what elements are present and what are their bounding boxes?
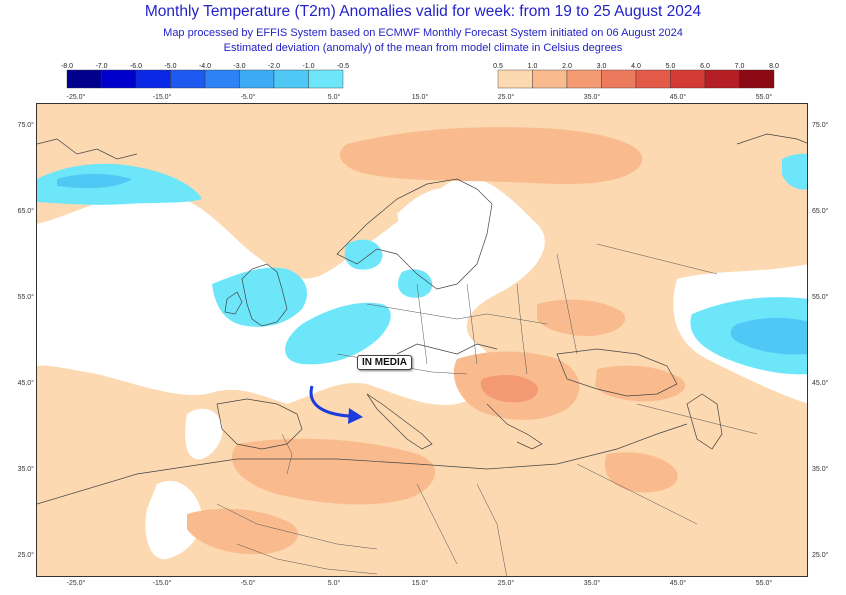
right-latitude-label: 45.0°: [812, 380, 829, 387]
negative-legend-swatch: [135, 69, 171, 89]
negative-anomaly-greenland-sea-core: [57, 173, 132, 189]
bottom-longitude-label: 5.0°: [327, 580, 341, 587]
top-longitude-label: 25.0°: [497, 94, 515, 101]
negative-legend-tick-label: -3.0: [233, 63, 245, 70]
bottom-longitude-label: 15.0°: [411, 580, 429, 587]
negative-anomaly-norway: [344, 239, 383, 270]
right-latitude-label: 75.0°: [812, 122, 829, 129]
positive-legend-swatch: [670, 69, 706, 89]
negative-legend-tick-label: -7.0: [95, 63, 107, 70]
top-longitude-label: 15.0°: [411, 94, 429, 101]
negative-legend-swatch: [170, 69, 206, 89]
positive-legend-tick-label: 7.0: [735, 63, 745, 70]
negative-legend-swatch: [101, 69, 137, 89]
right-latitude-label: 55.0°: [812, 294, 829, 301]
positive-legend-swatch: [497, 69, 533, 89]
positive-anomaly-middle-east: [604, 452, 678, 493]
negative-legend-tick-label: -6.0: [130, 63, 142, 70]
positive-legend-swatch: [704, 69, 740, 89]
positive-anomaly-north-africa: [231, 438, 436, 505]
top-longitude-label: 45.0°: [669, 94, 687, 101]
left-latitude-label: 35.0°: [17, 466, 34, 473]
negative-legend-tick-label: -4.0: [199, 63, 211, 70]
positive-legend-tick-label: 8.0: [769, 63, 779, 70]
country-borders: [216, 243, 758, 576]
positive-anomaly-sahara-west: [187, 508, 298, 555]
negative-legend-tick-label: -1.0: [302, 63, 314, 70]
negative-legend-tick-label: -0.5: [337, 63, 349, 70]
positive-legend-swatch: [601, 69, 637, 89]
in-media-label: IN MEDIA: [357, 355, 412, 370]
anomaly-map: [36, 103, 808, 577]
left-latitude-label: 75.0°: [17, 122, 34, 129]
negative-anomaly-east-core: [730, 317, 807, 355]
left-latitude-label: 45.0°: [17, 380, 34, 387]
bottom-longitude-label: 55.0°: [755, 580, 773, 587]
positive-legend-tick-label: 6.0: [700, 63, 710, 70]
positive-legend-tick-label: 5.0: [666, 63, 676, 70]
top-longitude-label: 5.0°: [327, 94, 341, 101]
bottom-longitude-label: 45.0°: [669, 580, 687, 587]
positive-legend-swatch: [566, 69, 602, 89]
negative-anomaly-north-sea: [285, 302, 391, 365]
positive-legend-swatch: [739, 69, 775, 89]
bottom-longitude-label: -15.0°: [152, 580, 172, 587]
neutral-zone-atlantic-south: [145, 480, 203, 560]
top-longitude-label: -25.0°: [66, 94, 86, 101]
bottom-longitude-label: 25.0°: [497, 580, 515, 587]
right-latitude-label: 65.0°: [812, 208, 829, 215]
positive-anomaly-barents: [339, 127, 643, 185]
map-subtitle-units: Estimated deviation (anomaly) of the mea…: [223, 42, 623, 54]
positive-legend-tick-label: 3.0: [597, 63, 607, 70]
top-longitude-label: 55.0°: [755, 94, 773, 101]
left-latitude-label: 25.0°: [17, 552, 34, 559]
neutral-zone-iberia-west: [185, 408, 223, 460]
right-latitude-label: 25.0°: [812, 552, 829, 559]
coastlines: [37, 133, 807, 505]
negative-legend-swatch: [308, 69, 344, 89]
positive-anomaly-black-sea: [595, 365, 686, 402]
negative-legend-tick-label: -8.0: [61, 63, 73, 70]
positive-legend-tick-label: 0.5: [493, 63, 503, 70]
map-subtitle-processing: Map processed by EFFIS System based on E…: [163, 27, 683, 39]
bottom-longitude-label: -5.0°: [240, 580, 256, 587]
neutral-zone-scandinavia: [397, 187, 484, 261]
negative-legend-swatch: [273, 69, 309, 89]
positive-legend-swatch: [635, 69, 671, 89]
positive-legend-tick-label: 1.0: [528, 63, 538, 70]
left-latitude-label: 65.0°: [17, 208, 34, 215]
positive-legend-tick-label: 4.0: [631, 63, 641, 70]
top-longitude-label: -15.0°: [152, 94, 172, 101]
positive-anomaly-balkans-core: [480, 374, 538, 403]
negative-legend-tick-label: -5.0: [164, 63, 176, 70]
negative-anomaly-far-northeast: [782, 153, 807, 190]
map-title: Monthly Temperature (T2m) Anomalies vali…: [144, 3, 702, 20]
right-latitude-label: 35.0°: [812, 466, 829, 473]
annotation-arrow-head: [348, 408, 363, 424]
negative-legend-swatch: [239, 69, 275, 89]
negative-legend-swatch: [66, 69, 102, 89]
annotation-arrow: [309, 385, 350, 418]
bottom-longitude-label: 35.0°: [583, 580, 601, 587]
bottom-longitude-label: -25.0°: [66, 580, 86, 587]
negative-legend-swatch: [204, 69, 240, 89]
anomaly-map-svg: [37, 104, 807, 576]
positive-legend-tick-label: 2.0: [562, 63, 572, 70]
negative-legend-tick-label: -2.0: [268, 63, 280, 70]
top-longitude-label: -5.0°: [240, 94, 256, 101]
negative-anomaly-legend: -8.0 -7.0 -6.0 -5.0 -4.0 -3.0 -2.0 -1.0 -0.5 0.5 1…: [61, 63, 779, 89]
positive-anomaly-ukraine: [537, 299, 626, 337]
top-longitude-label: 35.0°: [583, 94, 601, 101]
positive-legend-swatch: [532, 69, 568, 89]
left-latitude-label: 55.0°: [17, 294, 34, 301]
negative-anomaly-baltic: [397, 269, 433, 298]
